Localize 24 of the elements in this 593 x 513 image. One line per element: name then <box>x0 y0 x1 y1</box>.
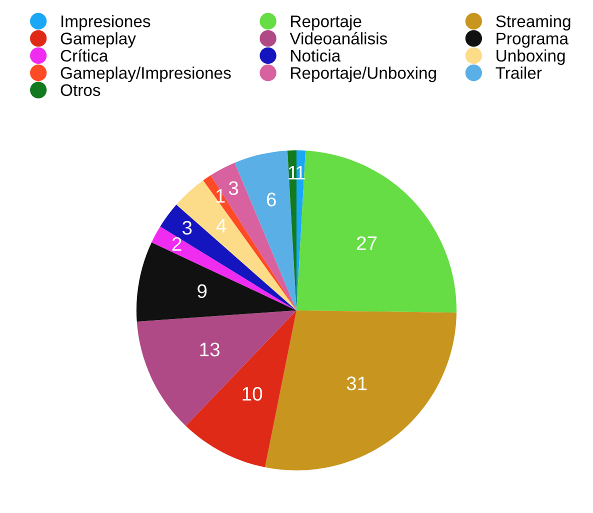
data-label: 10 <box>242 386 262 401</box>
data-label: 6 <box>266 192 276 206</box>
legend-label: Unboxing <box>496 49 565 65</box>
data-label: 31 <box>346 376 367 390</box>
data-label: 1 <box>216 189 225 203</box>
legend-label: Otros <box>60 84 100 96</box>
data-label: 9 <box>198 284 207 298</box>
data-label: 13 <box>200 342 220 356</box>
legend-label: Reportaje <box>291 15 362 31</box>
legend-label: Programa <box>496 32 569 48</box>
legend-label: Crítica <box>60 49 108 62</box>
legend-label: Gameplay <box>60 32 136 48</box>
legend-label: Trailer <box>496 66 542 79</box>
data-label: 27 <box>356 236 377 250</box>
legend-label: Streaming <box>496 15 570 31</box>
legend-label: Impresiones <box>62 15 150 31</box>
legend-label: Videoanálisis <box>290 32 388 44</box>
data-label: 4 <box>216 218 226 232</box>
legend-label: Reportaje/Unboxing <box>291 66 436 82</box>
data-label: 3 <box>228 181 238 195</box>
legend-label: Noticia <box>291 49 341 62</box>
data-label: 3 <box>182 220 192 235</box>
legend-label: Gameplay/Impresiones <box>60 66 231 82</box>
data-label: 2 <box>172 237 182 251</box>
